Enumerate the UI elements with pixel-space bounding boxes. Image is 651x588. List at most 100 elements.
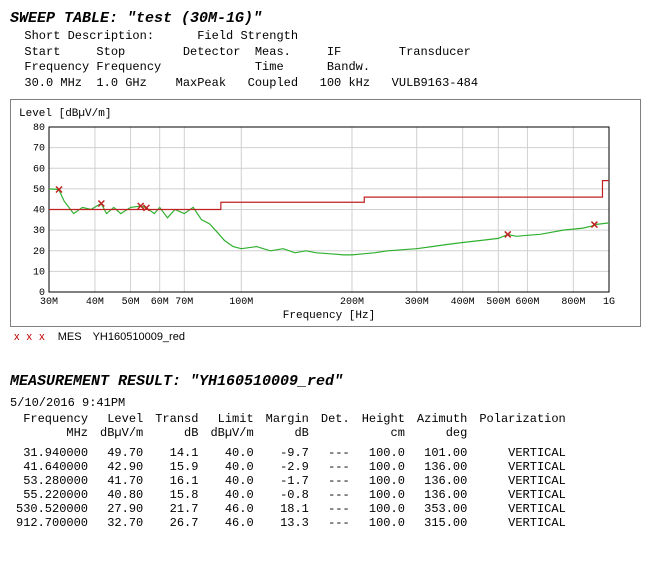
legend-trace-name: YH160510009_red [93,331,185,343]
table-row: 53.28000041.7016.140.0-1.7---100.0136.00… [10,474,572,488]
table-cell: --- [315,502,356,516]
column-header: Frequency [10,412,94,426]
legend-mes-label: MES [58,331,82,343]
svg-text:40M: 40M [86,297,104,308]
table-cell: 100.0 [356,502,411,516]
table-cell: 46.0 [204,502,259,516]
table-cell: VERTICAL [473,488,571,502]
svg-text:60M: 60M [151,297,169,308]
table-cell: 18.1 [260,502,315,516]
column-unit: dBµV/m [204,426,259,446]
table-cell: 530.520000 [10,502,94,516]
table-cell: 353.00 [411,502,473,516]
svg-text:600M: 600M [515,297,539,308]
table-cell: 13.3 [260,516,315,530]
table-cell: VERTICAL [473,516,571,530]
measurement-timestamp: 5/10/2016 9:41PM [10,396,641,410]
sweep-table-params: Short Description: Field Strength Start … [10,29,641,91]
column-unit [315,426,356,446]
table-cell: 100.0 [356,474,411,488]
chart-legend: x x x MES YH160510009_red [14,331,641,343]
table-cell: 31.940000 [10,446,94,460]
table-cell: 32.70 [94,516,149,530]
measurement-result-title: MEASUREMENT RESULT: "YH160510009_red" [10,373,641,390]
table-row: 55.22000040.8015.840.0-0.8---100.0136.00… [10,488,572,502]
svg-text:800M: 800M [561,297,585,308]
table-cell: -2.9 [260,460,315,474]
table-cell: 41.70 [94,474,149,488]
column-unit: dB [260,426,315,446]
svg-text:Frequency [Hz]: Frequency [Hz] [283,310,375,322]
table-cell: 40.0 [204,474,259,488]
table-cell: 136.00 [411,488,473,502]
svg-text:50M: 50M [122,297,140,308]
table-cell: VERTICAL [473,474,571,488]
svg-text:40: 40 [33,206,45,217]
svg-text:80: 80 [33,123,45,134]
svg-text:200M: 200M [340,297,364,308]
chart-y-axis-label: Level [dBµV/m] [19,108,632,120]
table-cell: 49.70 [94,446,149,460]
table-cell: 26.7 [149,516,204,530]
table-header-row: FrequencyLevelTransdLimitMarginDet.Heigh… [10,412,572,426]
table-cell: 40.0 [204,460,259,474]
column-header: Level [94,412,149,426]
table-cell: 27.90 [94,502,149,516]
table-cell: 41.640000 [10,460,94,474]
sweep-table-title: SWEEP TABLE: "test (30M-1G)" [10,10,641,27]
table-cell: 40.0 [204,488,259,502]
svg-text:30: 30 [33,227,45,238]
table-cell: 315.00 [411,516,473,530]
svg-text:100M: 100M [229,297,253,308]
table-cell: --- [315,460,356,474]
table-cell: 46.0 [204,516,259,530]
measurement-table: FrequencyLevelTransdLimitMarginDet.Heigh… [10,412,572,530]
table-cell: 42.90 [94,460,149,474]
column-unit [473,426,571,446]
table-row: 530.52000027.9021.746.018.1---100.0353.0… [10,502,572,516]
table-cell: -9.7 [260,446,315,460]
table-cell: --- [315,474,356,488]
table-cell: 40.0 [204,446,259,460]
column-header: Azimuth [411,412,473,426]
svg-text:20: 20 [33,247,45,258]
svg-text:400M: 400M [451,297,475,308]
table-cell: 21.7 [149,502,204,516]
table-cell: --- [315,516,356,530]
table-cell: VERTICAL [473,460,571,474]
table-cell: 912.700000 [10,516,94,530]
column-unit: deg [411,426,473,446]
svg-text:70: 70 [33,144,45,155]
column-header: Height [356,412,411,426]
table-cell: 55.220000 [10,488,94,502]
table-cell: VERTICAL [473,502,571,516]
column-unit: cm [356,426,411,446]
table-cell: 14.1 [149,446,204,460]
svg-text:500M: 500M [486,297,510,308]
table-header-units-row: MHzdBµV/mdBdBµV/mdBcmdeg [10,426,572,446]
marker-icon: x x x [14,331,47,343]
chart-container: Level [dBµV/m] 0102030405060708030M40M50… [10,99,641,327]
field-strength-chart: 0102030405060708030M40M50M60M70M100M200M… [19,122,619,322]
table-cell: 100.0 [356,516,411,530]
table-cell: 100.0 [356,460,411,474]
table-cell: -1.7 [260,474,315,488]
table-cell: 40.80 [94,488,149,502]
column-header: Polarization [473,412,571,426]
table-cell: --- [315,446,356,460]
table-cell: --- [315,488,356,502]
column-unit: dB [149,426,204,446]
table-cell: 53.280000 [10,474,94,488]
table-cell: 16.1 [149,474,204,488]
svg-text:60: 60 [33,165,45,176]
svg-text:10: 10 [33,268,45,279]
column-header: Margin [260,412,315,426]
svg-text:50: 50 [33,185,45,196]
column-header: Transd [149,412,204,426]
table-cell: VERTICAL [473,446,571,460]
table-row: 912.70000032.7026.746.013.3---100.0315.0… [10,516,572,530]
table-cell: -0.8 [260,488,315,502]
table-cell: 136.00 [411,474,473,488]
table-cell: 100.0 [356,488,411,502]
svg-text:30M: 30M [40,297,58,308]
